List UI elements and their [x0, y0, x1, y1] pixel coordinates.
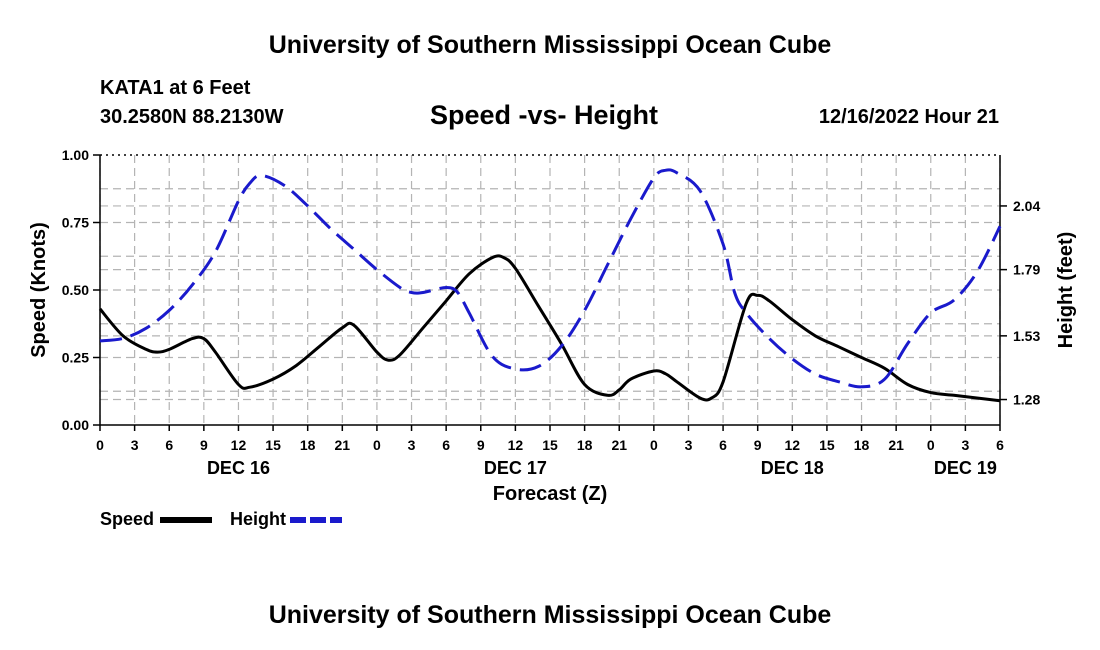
x-tick-label: 15	[265, 437, 281, 453]
x-tick-label: 3	[685, 437, 693, 453]
x-tick-label: 0	[373, 437, 381, 453]
x-tick-label: 18	[300, 437, 316, 453]
y2-axis-label: Height (feet)	[1055, 232, 1077, 349]
x-tick-label: 12	[508, 437, 524, 453]
x-tick-label: 6	[996, 437, 1004, 453]
y-axis-label: Speed (Knots)	[28, 222, 50, 358]
y2-tick-label: 1.79	[1013, 262, 1040, 278]
chart-title-bottom: University of Southern Mississippi Ocean…	[268, 601, 832, 629]
x-tick-label: 15	[819, 437, 835, 453]
x-date-label: DEC 17	[484, 458, 547, 478]
x-tick-label: 12	[231, 437, 247, 453]
x-tick-label: 6	[719, 437, 727, 453]
x-axis-label: Forecast (Z)	[493, 483, 607, 505]
series-line-speed	[98, 254, 1001, 403]
x-tick-label: 15	[542, 437, 558, 453]
y-tick-label: 0.25	[62, 350, 89, 366]
x-tick-label: 6	[442, 437, 450, 453]
x-tick-label: 9	[754, 437, 762, 453]
series-line-height	[99, 168, 1002, 389]
x-tick-label: 3	[408, 437, 416, 453]
y2-tick-label: 1.53	[1013, 328, 1040, 344]
x-tick-label: 0	[927, 437, 935, 453]
x-tick-label: 3	[131, 437, 139, 453]
legend-speed-swatch	[160, 517, 212, 523]
x-tick-label: 18	[577, 437, 593, 453]
x-tick-label: 3	[961, 437, 969, 453]
legend-height-label: Height	[230, 509, 286, 529]
x-date-label: DEC 18	[761, 458, 824, 478]
chart-title-top: University of Southern Mississippi Ocean…	[268, 31, 832, 59]
y2-tick-label: 1.28	[1013, 392, 1040, 408]
legend-speed-label: Speed	[100, 509, 155, 529]
station-label: KATA1 at 6 Feet	[100, 77, 251, 99]
chart-subtitle: Speed -vs- Height	[430, 100, 659, 130]
x-tick-label: 12	[785, 437, 801, 453]
forecast-timestamp: 12/16/2022 Hour 21	[818, 106, 999, 128]
x-date-label: DEC 16	[207, 458, 270, 478]
x-tick-label: 0	[650, 437, 658, 453]
legend-height-swatch	[290, 517, 342, 523]
y2-tick-label: 2.04	[1013, 198, 1040, 214]
x-tick-label: 9	[477, 437, 485, 453]
y-tick-label: 1.00	[62, 147, 89, 163]
x-tick-label: 21	[888, 437, 904, 453]
x-date-label: DEC 19	[934, 458, 997, 478]
x-tick-label: 21	[335, 437, 351, 453]
station-coords: 30.2580N 88.2130W	[100, 106, 284, 128]
y-tick-label: 0.75	[62, 215, 89, 231]
speed-height-chart: 0.00 0.25 0.50 0.75 1.00 1.28 1.53 1.79 2.04 0 3 6 9…	[28, 147, 1077, 505]
y-tick-label: 0.00	[62, 417, 89, 433]
x-tick-label: 9	[200, 437, 208, 453]
x-tick-label: 6	[165, 437, 173, 453]
x-tick-label: 0	[96, 437, 104, 453]
x-tick-label: 18	[854, 437, 870, 453]
x-tick-label: 21	[611, 437, 627, 453]
y-tick-label: 0.50	[62, 282, 89, 298]
